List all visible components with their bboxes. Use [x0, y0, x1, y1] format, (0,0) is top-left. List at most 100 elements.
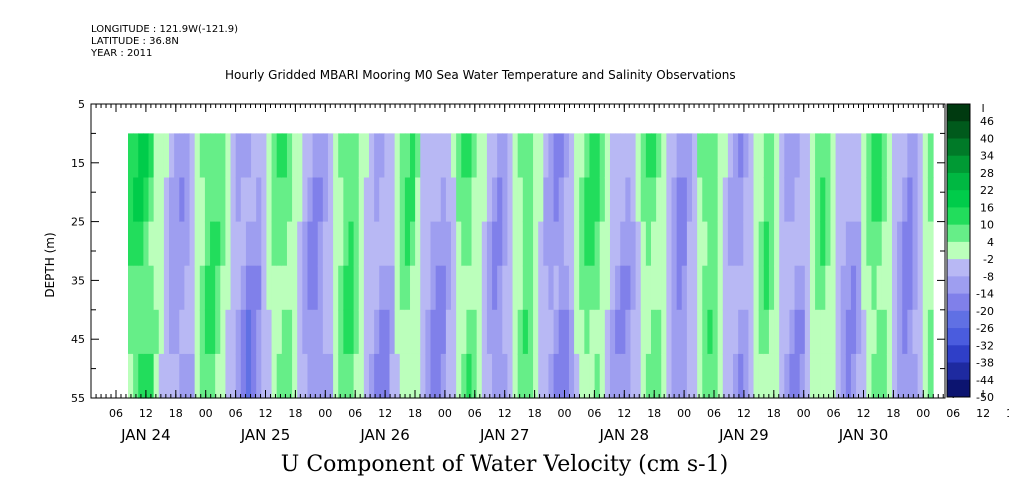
- heatmap-cell: [410, 177, 416, 223]
- heatmap-cell: [343, 177, 350, 223]
- heatmap-cell: [215, 265, 221, 311]
- heatmap-cell: [548, 133, 555, 179]
- heatmap-cell: [676, 265, 683, 311]
- heatmap-cell: [353, 309, 360, 355]
- heatmap-cell: [179, 265, 186, 311]
- heatmap-cell: [368, 265, 375, 311]
- heatmap-cell: [820, 309, 826, 355]
- heatmap-cell: [866, 221, 873, 267]
- heatmap-cell: [845, 309, 852, 355]
- heatmap-cell: [558, 309, 565, 355]
- heatmap-cell: [676, 133, 683, 179]
- heatmap-cell: [645, 353, 652, 399]
- heatmap-cell: [630, 353, 637, 399]
- heatmap-cell: [138, 309, 144, 355]
- heatmap-cell: [204, 177, 211, 223]
- heatmap-cell: [799, 177, 806, 223]
- heatmap-cell: [661, 265, 667, 311]
- heatmap-cell: [650, 221, 657, 267]
- heatmap-cell: [517, 133, 524, 179]
- heatmap-cell: [466, 221, 473, 267]
- heatmap-cell: [902, 221, 908, 267]
- heatmap-cell: [568, 309, 575, 355]
- heatmap-cell: [640, 133, 647, 179]
- heatmap-cell: [456, 133, 462, 179]
- colorbar-tick-label: 10: [980, 219, 994, 232]
- heatmap-cell: [548, 353, 555, 399]
- heatmap-cell: [281, 133, 288, 179]
- heatmap-cell: [789, 177, 796, 223]
- heatmap-cell: [492, 309, 498, 355]
- heatmap-cell: [681, 309, 688, 355]
- heatmap-cell: [886, 353, 893, 399]
- heatmap-cell: [163, 353, 170, 399]
- heatmap-cell: [189, 265, 196, 311]
- heatmap-cell: [748, 133, 755, 179]
- heatmap-cell: [358, 177, 365, 223]
- heatmap-cell: [466, 133, 473, 179]
- heatmap-cell: [635, 309, 642, 355]
- x-hour-label: 18: [647, 407, 661, 420]
- heatmap-cell: [697, 353, 703, 399]
- heatmap-cell: [743, 309, 750, 355]
- heatmap-cell: [538, 221, 544, 267]
- heatmap-cell: [343, 133, 350, 179]
- heatmap-cell: [430, 221, 437, 267]
- heatmap-cell: [922, 309, 929, 355]
- heatmap-cell: [876, 309, 883, 355]
- heatmap-cell: [384, 353, 391, 399]
- heatmap-cell: [128, 309, 134, 355]
- heatmap-cell: [204, 265, 211, 311]
- heatmap-cell: [497, 309, 503, 355]
- heatmap-cell: [512, 309, 519, 355]
- heatmap-cell: [184, 265, 191, 311]
- heatmap-cell: [820, 177, 826, 223]
- heatmap-cell: [174, 133, 180, 179]
- x-hour-label: 12: [976, 407, 990, 420]
- heatmap-cell: [907, 221, 914, 267]
- heatmap-cell: [712, 177, 719, 223]
- heatmap-cell: [917, 177, 924, 223]
- heatmap-cell: [466, 265, 473, 311]
- heatmap-cell: [671, 177, 678, 223]
- heatmap-cell: [220, 221, 227, 267]
- heatmap-cell: [153, 221, 160, 267]
- heatmap-cell: [486, 133, 493, 179]
- heatmap-cell: [153, 309, 160, 355]
- heatmap-cell: [384, 133, 391, 179]
- heatmap-cell: [430, 265, 437, 311]
- x-hour-label: 18: [408, 407, 422, 420]
- heatmap-cell: [574, 265, 580, 311]
- heatmap-cell: [261, 221, 268, 267]
- colorbar-tick-label: 4: [987, 236, 994, 249]
- colorbar-swatch: [947, 259, 970, 277]
- heatmap-cell: [820, 353, 826, 399]
- heatmap-cell: [707, 353, 714, 399]
- heatmap-cell: [804, 265, 811, 311]
- heatmap-cell: [563, 133, 570, 179]
- heatmap-cell: [286, 353, 293, 399]
- heatmap-cell: [563, 353, 570, 399]
- heatmap-cell: [235, 177, 242, 223]
- heatmap-cell: [620, 133, 626, 179]
- heatmap-cell: [256, 133, 262, 179]
- heatmap-cell: [327, 221, 334, 267]
- heatmap-cell: [881, 133, 888, 179]
- x-day-label: JAN 28: [599, 426, 650, 444]
- heatmap-cell: [471, 133, 478, 179]
- heatmap-cell: [404, 133, 411, 179]
- heatmap-cell: [507, 177, 514, 223]
- heatmap-cell: [363, 353, 370, 399]
- heatmap-cell: [317, 133, 324, 179]
- colorbar-swatch: [947, 224, 970, 243]
- heatmap-cell: [133, 309, 139, 355]
- heatmap-cell: [799, 221, 806, 267]
- heatmap-cell: [148, 353, 155, 399]
- heatmap-cell: [922, 221, 929, 267]
- heatmap-cell: [620, 177, 626, 223]
- heatmap-cell: [825, 353, 832, 399]
- heatmap-cell: [307, 177, 314, 223]
- heatmap-cell: [169, 177, 175, 223]
- y-tick-label: 15: [71, 157, 85, 170]
